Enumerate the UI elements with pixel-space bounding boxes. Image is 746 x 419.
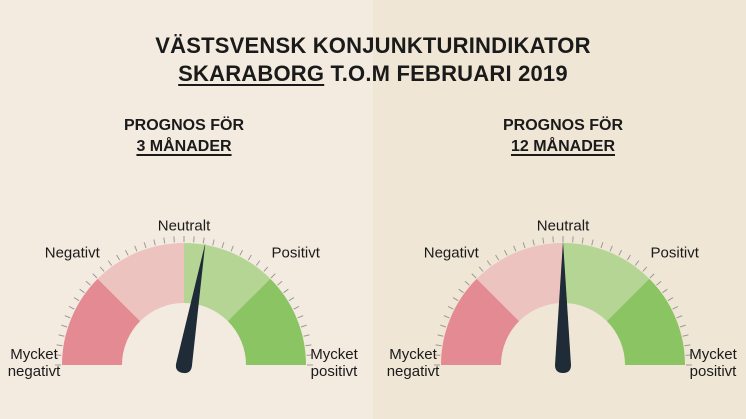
scale-tick: [300, 324, 307, 328]
scale-tick: [440, 324, 447, 328]
gauge-segment: [227, 278, 306, 365]
scale-tick: [107, 260, 113, 266]
scale-tick: [92, 273, 98, 279]
gauge-segment: [441, 278, 520, 365]
scale-tick: [221, 242, 225, 249]
scale-tick: [293, 305, 300, 310]
scale-tick: [68, 305, 75, 310]
scale-tick: [79, 288, 85, 294]
scale-tick: [672, 305, 679, 310]
scale-tick: [656, 280, 662, 286]
scale-tick: [618, 249, 623, 256]
scale-tick: [435, 344, 442, 347]
gauge-segment: [62, 278, 141, 365]
scale-tick: [676, 315, 683, 319]
gauge-subtitle: 12 MÅNADER: [510, 138, 615, 155]
scale-tick: [471, 273, 477, 279]
scale-tick: [288, 297, 295, 302]
scale-tick: [458, 288, 464, 294]
scale-tick: [478, 266, 484, 272]
gauge-segment: [606, 278, 685, 365]
scale-tick: [212, 239, 215, 246]
scale-tick: [682, 334, 689, 337]
scale-tick: [634, 260, 640, 266]
subtitle: SKARABORG T.O.M FEBRUARI 2019: [0, 61, 746, 87]
scale-tick: [58, 334, 65, 337]
region: SKARABORG: [178, 61, 325, 86]
scale-tick: [679, 324, 686, 328]
scale-tick: [153, 239, 156, 246]
scale-tick: [255, 260, 261, 266]
scale-tick: [134, 245, 138, 252]
gauge-label: Mycket negativt: [7, 346, 61, 380]
gauge-label: Mycket positivt: [310, 346, 358, 380]
scale-tick: [263, 266, 269, 272]
scale-tick: [542, 237, 545, 244]
gauge-segment: [97, 242, 184, 322]
needle: [175, 242, 206, 374]
period: T.O.M FEBRUARI 2019: [330, 61, 568, 86]
scale-tick: [532, 239, 535, 246]
scale-tick: [61, 324, 68, 328]
scale-tick: [239, 249, 244, 256]
scale-tick: [600, 242, 604, 249]
scale-tick: [609, 245, 613, 252]
scale-tick: [513, 245, 517, 252]
gauge-segment: [476, 242, 563, 322]
scale-tick: [305, 344, 312, 347]
scale-tick: [116, 254, 121, 261]
scale-tick: [73, 297, 80, 302]
scale-tick: [297, 315, 304, 319]
scale-tick: [437, 334, 444, 337]
gauge-segment: [563, 243, 650, 322]
gauge-title: PROGNOS FÖR: [123, 117, 244, 134]
scale-tick: [591, 239, 594, 246]
scale-tick: [124, 249, 129, 256]
gauge-label: Neutralt: [157, 217, 211, 235]
scale-tick: [464, 280, 470, 286]
gauge-label: Negativt: [423, 244, 479, 262]
title: VÄSTSVENSK KONJUNKTURINDIKATOR: [155, 33, 591, 58]
scale-tick: [247, 254, 252, 261]
scale-tick: [495, 254, 500, 261]
scale-tick: [443, 315, 450, 319]
scale-tick: [163, 237, 166, 244]
scale-tick: [303, 334, 310, 337]
scale-tick: [99, 266, 105, 272]
gauge-label: Neutralt: [536, 217, 590, 235]
scale-tick: [85, 280, 91, 286]
gauge-label: Positivt: [650, 244, 699, 262]
scale-tick: [522, 242, 526, 249]
scale-tick: [486, 260, 492, 266]
gauge-label: Mycket negativt: [386, 346, 440, 380]
scale-tick: [626, 254, 631, 261]
scale-tick: [283, 288, 289, 294]
gauge-segment: [184, 243, 271, 322]
scale-tick: [642, 266, 648, 272]
scale-tick: [64, 315, 71, 319]
gauge-label: Positivt: [271, 244, 320, 262]
scale-tick: [143, 242, 147, 249]
scale-tick: [277, 280, 283, 286]
gauge-subtitle: 3 MÅNADER: [136, 138, 232, 155]
scale-tick: [56, 344, 63, 347]
gauge-title: PROGNOS FÖR: [502, 117, 623, 134]
scale-tick: [270, 273, 276, 279]
gauge-label: Negativt: [44, 244, 100, 262]
scale-tick: [447, 305, 454, 310]
scale-tick: [452, 297, 459, 302]
scale-tick: [649, 273, 655, 279]
scale-tick: [581, 237, 584, 244]
scale-tick: [503, 249, 508, 256]
scale-tick: [202, 237, 205, 244]
scale-tick: [684, 344, 691, 347]
scale-tick: [230, 245, 234, 252]
gauge-label: Mycket positivt: [689, 346, 737, 380]
scale-tick: [662, 288, 668, 294]
needle: [555, 241, 571, 373]
scale-tick: [667, 297, 674, 302]
